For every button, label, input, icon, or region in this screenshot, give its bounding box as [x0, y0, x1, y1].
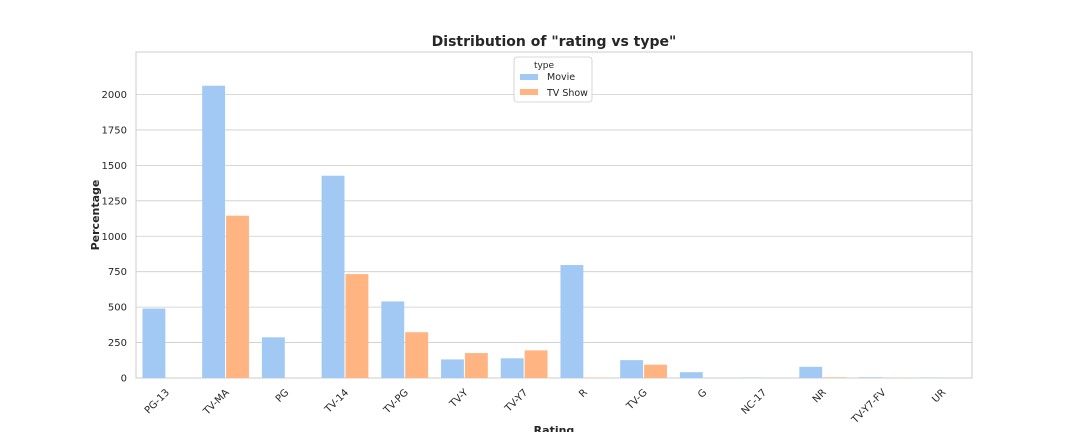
legend-label-movie: Movie	[547, 72, 575, 83]
bar-movie-r	[560, 265, 584, 378]
x-tick-label: TV-PG	[381, 387, 411, 417]
bar-movie-tv-y7	[500, 358, 524, 378]
x-tick-label: TV-MA	[201, 387, 232, 418]
y-axis-label: Percentage	[89, 180, 102, 251]
bar-tv-show-tv-g	[644, 364, 667, 378]
bar-tv-show-tv-y7	[524, 350, 548, 378]
legend-swatch-movie	[520, 74, 538, 80]
bar-movie-tv-y7-fv	[859, 377, 882, 378]
x-tick-labels: PG-13 TV-MA PG TV-14 TV-PG TV-Y TV-Y7 R TV-G G NC-…	[143, 387, 948, 427]
legend-label-tv-show: TV Show	[546, 88, 588, 99]
bar-tv-show-tv-ma	[226, 215, 249, 378]
bar-tv-show-tv-pg	[405, 332, 429, 378]
x-tick-label: NR	[811, 387, 829, 405]
bar-tv-show-nr	[823, 377, 847, 378]
y-tick-label: 1750	[102, 125, 127, 136]
bar-movie-tv-y	[441, 359, 464, 378]
legend: type Movie TV Show	[513, 56, 593, 103]
y-tick-label: 500	[108, 303, 127, 314]
x-tick-label: R	[577, 387, 590, 400]
plot-frame	[135, 51, 973, 379]
y-tick-label: 0	[121, 374, 127, 385]
x-tick-label: NC-17	[740, 387, 770, 417]
bar-movie-tv-pg	[381, 301, 405, 378]
bar-movie-pg-13	[142, 308, 166, 378]
bar-movie-tv-14	[321, 175, 345, 378]
gridlines	[136, 94, 972, 379]
x-tick-label: TV-Y7-FV	[849, 387, 888, 426]
chart-title: Distribution of "rating vs type"	[432, 34, 677, 50]
y-tick-label: 2000	[102, 90, 127, 101]
y-tick-label: 1500	[102, 161, 127, 172]
x-tick-label: TV-Y	[447, 387, 471, 411]
legend-swatch-tv-show	[520, 89, 538, 95]
y-tick-label: 250	[108, 338, 127, 349]
y-tick-label: 1000	[102, 232, 127, 243]
bar-movie-tv-ma	[202, 85, 226, 378]
x-axis-label: Rating	[534, 424, 575, 432]
bars	[142, 85, 942, 378]
y-tick-label: 750	[108, 267, 127, 278]
bar-tv-show-tv-14	[345, 274, 369, 378]
y-tick-labels: 0 250 500 750 1000 1250 1500 1750 2000	[102, 90, 127, 384]
bar-movie-g	[679, 372, 703, 378]
x-tick-label: PG	[274, 387, 292, 405]
x-tick-label: TV-G	[624, 387, 650, 413]
x-tick-label: UR	[930, 387, 948, 405]
x-tick-label: TV-14	[322, 387, 351, 416]
legend-title: type	[534, 61, 555, 71]
bar-movie-nr	[799, 366, 823, 378]
bar-movie-tv-g	[620, 360, 644, 378]
x-tick-label: G	[696, 387, 709, 400]
x-tick-label: PG-13	[143, 387, 172, 416]
bar-movie-pg	[261, 337, 285, 378]
y-tick-label: 1250	[102, 196, 127, 207]
bar-tv-show-tv-y	[464, 353, 488, 378]
x-tick-label: TV-Y7	[502, 387, 530, 415]
